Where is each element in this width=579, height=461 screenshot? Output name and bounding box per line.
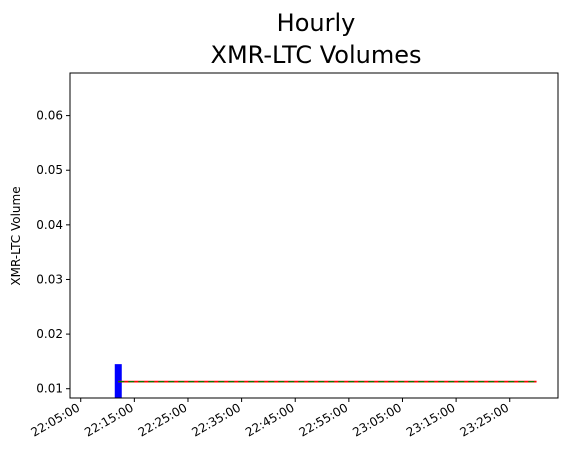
y-tick-label-4: 0.05 [36,163,63,177]
y-tick-label-5: 0.06 [36,109,63,123]
y-tick-label-2: 0.03 [36,272,63,286]
x-tick-label-4: 22:45:00 [243,400,297,439]
x-tick-label-0: 22:05:00 [29,400,83,439]
plot-frame [69,72,559,399]
x-tick-label-5: 22:55:00 [297,400,351,439]
x-tick-label-6: 23:05:00 [350,400,404,439]
chart-title-line-2: XMR-LTC Volumes [211,41,422,69]
y-axis-label: XMR-LTC Volume [9,186,23,285]
x-tick-label-2: 22:25:00 [136,400,190,439]
x-tick-label-3: 22:35:00 [189,400,243,439]
y-tick-label-1: 0.02 [36,327,63,341]
chart-title-line-1: Hourly [277,9,356,37]
y-tick-label-0: 0.01 [36,382,63,396]
x-axis: 22:05:00 22:15:00 22:25:00 22:35:00 22:45:00… [29,398,512,440]
x-tick-label-7: 23:15:00 [404,400,458,439]
x-tick-label-8: 23:25:00 [458,400,512,439]
y-axis: 0.01 0.02 0.03 0.04 0.05 0.06 [36,109,70,396]
plot-content [114,364,537,398]
y-tick-label-3: 0.04 [36,218,63,232]
x-tick-label-1: 22:15:00 [82,400,136,439]
